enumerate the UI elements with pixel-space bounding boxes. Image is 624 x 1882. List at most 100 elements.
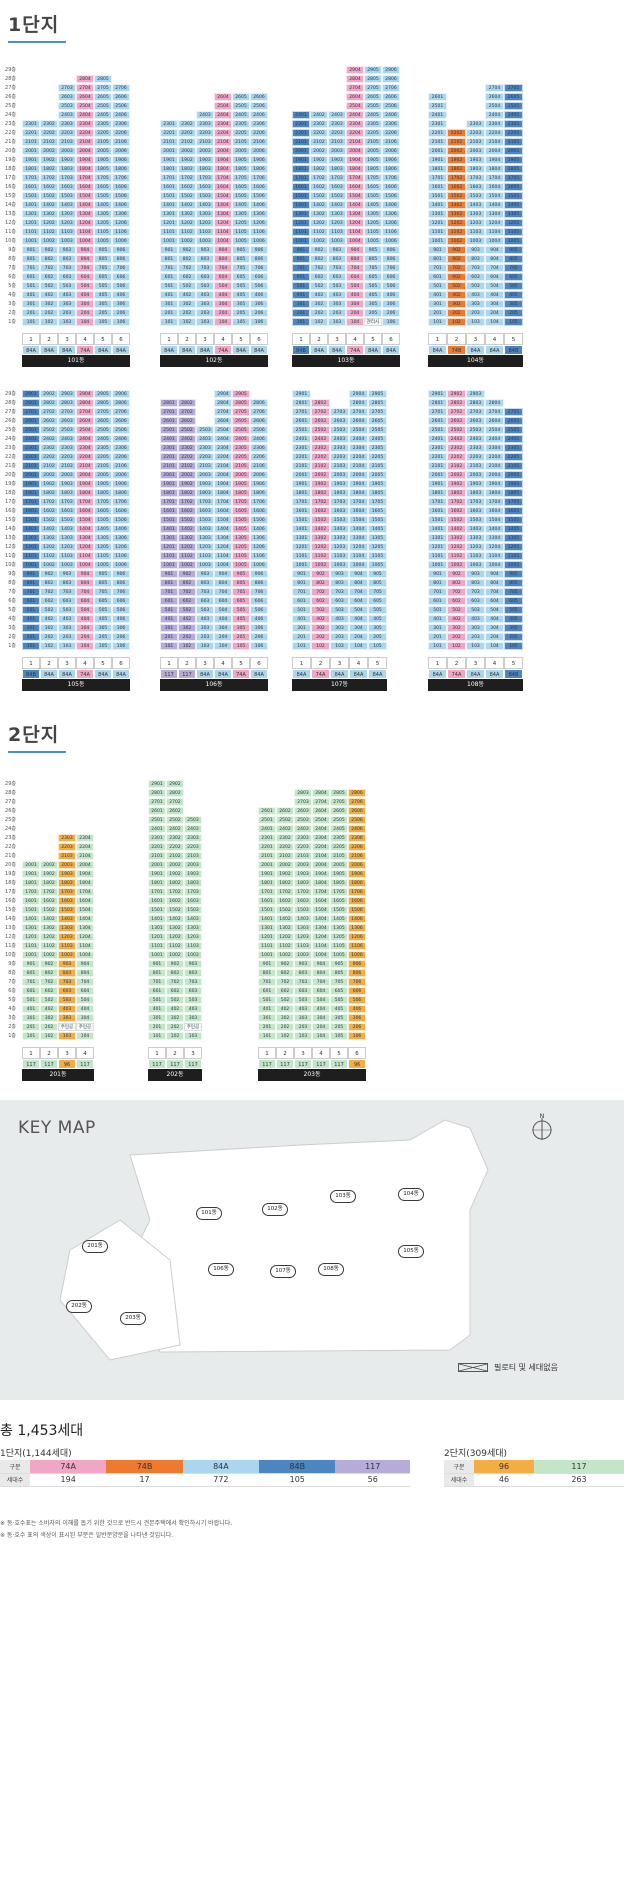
section-title-dan1: 1단지 (8, 10, 66, 43)
unit-cell: 1701 (292, 174, 310, 182)
line-type: 84A (428, 345, 447, 355)
unit-cell: 2401 (258, 825, 276, 833)
floor-label: 11층 (5, 943, 16, 949)
unit-cell: 702 (166, 978, 184, 986)
unit-cell: 1402 (311, 525, 330, 533)
unit-cell: 1006 (112, 237, 130, 245)
unit-cell: 402 (40, 291, 58, 299)
unit-cell: 704 (349, 588, 368, 596)
line-type: 96 (58, 1059, 76, 1069)
unit-cell: 1201 (148, 933, 166, 941)
unit-cell: 304 (346, 300, 364, 308)
unit-cell: 205 (368, 633, 387, 641)
unit-cell: 303 (196, 300, 214, 308)
unit-cell: 2306 (112, 120, 130, 128)
floor-label: 28층 (5, 790, 16, 796)
unit-cell: 504 (349, 606, 368, 614)
unit-cell: 302 (447, 624, 466, 632)
unit-cell: 2506 (348, 816, 366, 824)
unit-cell: 605 (504, 597, 523, 605)
unit-cell: 2206 (112, 129, 130, 137)
unit-cell: 905 (368, 570, 387, 578)
unit-cell: 401 (258, 1005, 276, 1013)
unit-cell: 704 (312, 978, 330, 986)
unit-cell: 101 (428, 318, 447, 326)
unit-cell: 2602 (166, 807, 184, 815)
unit-cell: 2501 (160, 426, 178, 434)
unit-cell: 2004 (76, 471, 94, 479)
unit-cell: 2406 (382, 111, 400, 119)
unit-cell: 2203 (58, 129, 76, 137)
unit-cell: 2902 (447, 390, 466, 398)
line-type: 117 (40, 1059, 58, 1069)
unit-cell: 1103 (196, 228, 214, 236)
floor-label: 18층 (5, 880, 16, 886)
keymap-tag: 203동 (120, 1312, 146, 1325)
unit-cell: 605 (364, 273, 382, 281)
unit-cell: 2101 (292, 462, 311, 470)
unit-cell: 2702 (40, 408, 58, 416)
line-number: 2 (40, 657, 58, 669)
summary-count-cell: 17 (106, 1473, 183, 1487)
unit-cell: 1502 (40, 516, 58, 524)
unit-cell: 604 (76, 273, 94, 281)
unit-cell: 301 (292, 624, 311, 632)
unit-cell: 1304 (76, 924, 94, 932)
unit-cell: 2002 (447, 147, 466, 155)
unit-cell: 2802 (178, 399, 196, 407)
unit-cell: 802 (178, 255, 196, 263)
line-number: 6 (250, 333, 268, 345)
unit-cell: 1705 (368, 498, 387, 506)
building-name: 107동 (292, 679, 387, 691)
unit-cell: 1703 (196, 174, 214, 182)
line-type: 74A (232, 669, 250, 679)
unit-cell: 1501 (22, 516, 40, 524)
unit-cell: 204 (76, 309, 94, 317)
unit-cell: 2803 (58, 399, 76, 407)
unit-cell: 1901 (292, 480, 311, 488)
unit-cell: 2705 (232, 408, 250, 416)
line-number: 2 (178, 657, 196, 669)
line-number: 5 (504, 333, 523, 345)
unit-cell: 101 (428, 642, 447, 650)
unit-cell: 906 (112, 246, 130, 254)
unit-cell: 1804 (214, 165, 232, 173)
unit-cell: 1204 (312, 933, 330, 941)
unit-cell: 901 (292, 570, 311, 578)
unit-cell: 1904 (485, 480, 504, 488)
unit-cell: 1901 (22, 156, 40, 164)
unit-cell: 2805 (232, 399, 250, 407)
unit-cell: 101 (22, 1032, 40, 1040)
unit-cell: 1505 (504, 516, 523, 524)
unit-cell: 705 (504, 264, 523, 272)
unit-cell: 201 (22, 309, 40, 317)
unit-cell: 2401 (428, 111, 447, 119)
unit-cell: 2405 (504, 435, 523, 443)
unit-cell: 1304 (485, 210, 504, 218)
unit-cell: 2105 (232, 138, 250, 146)
unit-cell: 1302 (310, 210, 328, 218)
title-underline (8, 41, 66, 43)
unit-cell: 801 (428, 579, 447, 587)
unit-cell: 803 (466, 255, 485, 263)
unit-cell: 1802 (40, 489, 58, 497)
unit-cell: 201 (428, 633, 447, 641)
unit-cell: 2305 (368, 444, 387, 452)
unit-cell: 305 (364, 300, 382, 308)
unit-cell: 2001 (148, 861, 166, 869)
unit-cell: 1902 (40, 156, 58, 164)
unit-cell: 1106 (112, 228, 130, 236)
unit-cell: 2503 (294, 816, 312, 824)
unit-cell: 2405 (94, 435, 112, 443)
unit-cell: 2104 (485, 138, 504, 146)
unit-cell: 2806 (112, 399, 130, 407)
unit-cell: 2604 (485, 417, 504, 425)
unit-cell: 2105 (504, 462, 523, 470)
unit-cell: 805 (232, 255, 250, 263)
unit-cell: 806 (250, 579, 268, 587)
unit-cell: 2505 (94, 426, 112, 434)
unit-cell: 1704 (76, 498, 94, 506)
section-title-text: 2단지 (8, 724, 60, 746)
floor-label: 28층 (5, 400, 16, 406)
unit-cell: 2503 (196, 426, 214, 434)
